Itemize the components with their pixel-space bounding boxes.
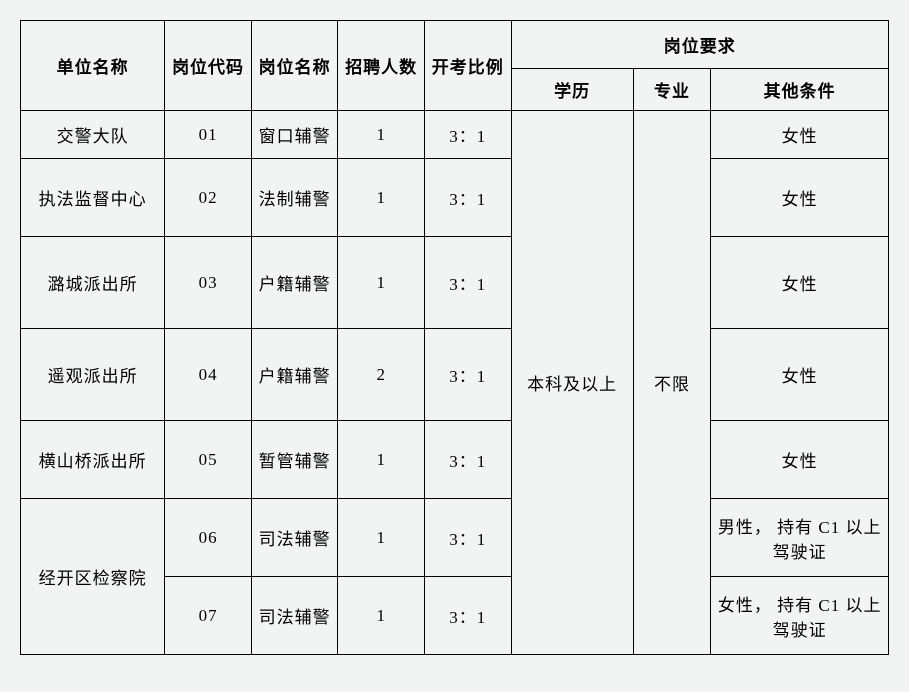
cell-post-code: 07 [165,577,252,655]
cell-post-name: 窗口辅警 [251,111,338,159]
cell-post-code: 04 [165,329,252,421]
cell-unit-name: 执法监督中心 [21,159,165,237]
header-requirements: 岗位要求 [511,21,888,69]
cell-recruit-count: 1 [338,237,425,329]
cell-education-merged: 本科及以上 [511,111,633,655]
cell-other-conditions: 女性 [711,237,889,329]
cell-other-conditions: 女性 [711,159,889,237]
header-post-name: 岗位名称 [251,21,338,111]
cell-unit-name: 遥观派出所 [21,329,165,421]
cell-exam-ratio: 3：1 [424,577,511,655]
header-education: 学历 [511,69,633,111]
cell-post-code: 02 [165,159,252,237]
header-recruit-count: 招聘人数 [338,21,425,111]
cell-exam-ratio: 3：1 [424,499,511,577]
header-other-conditions: 其他条件 [711,69,889,111]
header-exam-ratio: 开考比例 [424,21,511,111]
cell-unit-name-merged: 经开区检察院 [21,499,165,655]
cell-other-conditions: 女性 [711,329,889,421]
table-row: 遥观派出所 04 户籍辅警 2 3：1 女性 [21,329,889,421]
cell-other-conditions: 女性 [711,421,889,499]
cell-post-code: 03 [165,237,252,329]
cell-recruit-count: 1 [338,159,425,237]
cell-post-code: 06 [165,499,252,577]
table-row: 执法监督中心 02 法制辅警 1 3：1 女性 [21,159,889,237]
table-row: 潞城派出所 03 户籍辅警 1 3：1 女性 [21,237,889,329]
cell-post-name: 法制辅警 [251,159,338,237]
table-row: 经开区检察院 06 司法辅警 1 3：1 男性， 持有 C1 以上驾驶证 [21,499,889,577]
cell-exam-ratio: 3：1 [424,237,511,329]
cell-unit-name: 交警大队 [21,111,165,159]
cell-exam-ratio: 3：1 [424,159,511,237]
cell-other-conditions: 男性， 持有 C1 以上驾驶证 [711,499,889,577]
table-row: 横山桥派出所 05 暂管辅警 1 3：1 女性 [21,421,889,499]
cell-other-conditions: 女性 [711,111,889,159]
cell-unit-name: 横山桥派出所 [21,421,165,499]
cell-post-name: 户籍辅警 [251,329,338,421]
cell-recruit-count: 2 [338,329,425,421]
cell-recruit-count: 1 [338,577,425,655]
header-post-code: 岗位代码 [165,21,252,111]
cell-post-name: 司法辅警 [251,577,338,655]
cell-post-code: 01 [165,111,252,159]
cell-exam-ratio: 3：1 [424,329,511,421]
cell-post-name: 暂管辅警 [251,421,338,499]
cell-post-code: 05 [165,421,252,499]
header-unit-name: 单位名称 [21,21,165,111]
cell-exam-ratio: 3：1 [424,421,511,499]
header-major: 专业 [633,69,711,111]
cell-post-name: 户籍辅警 [251,237,338,329]
cell-unit-name: 潞城派出所 [21,237,165,329]
cell-other-conditions: 女性， 持有 C1 以上驾驶证 [711,577,889,655]
cell-exam-ratio: 3：1 [424,111,511,159]
cell-recruit-count: 1 [338,111,425,159]
table-row: 交警大队 01 窗口辅警 1 3：1 本科及以上 不限 女性 [21,111,889,159]
table-header-row-1: 单位名称 岗位代码 岗位名称 招聘人数 开考比例 岗位要求 [21,21,889,69]
recruitment-table: 单位名称 岗位代码 岗位名称 招聘人数 开考比例 岗位要求 学历 专业 其他条件… [20,20,889,655]
cell-recruit-count: 1 [338,499,425,577]
cell-major-merged: 不限 [633,111,711,655]
cell-recruit-count: 1 [338,421,425,499]
cell-post-name: 司法辅警 [251,499,338,577]
